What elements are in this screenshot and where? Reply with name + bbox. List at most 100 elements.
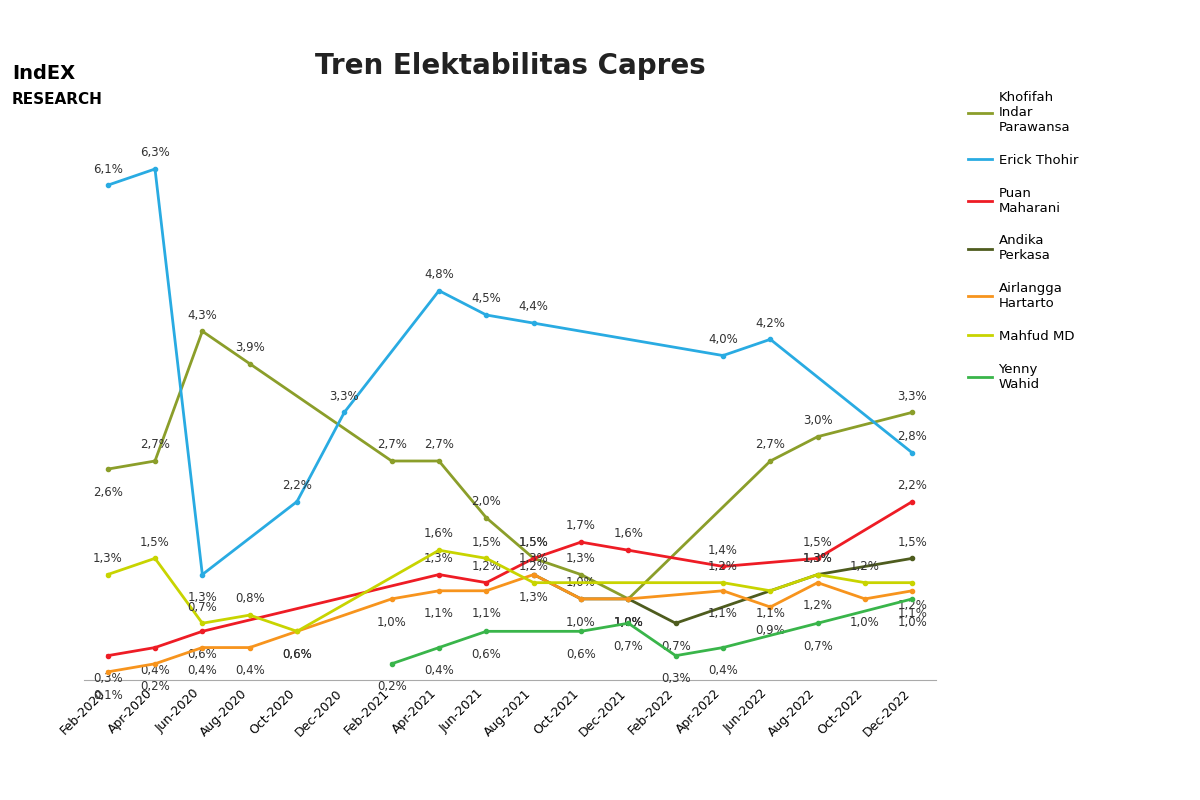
Puan
Maharani	[101, 651, 115, 661]
Text: 0,3%: 0,3%	[92, 672, 122, 686]
Yenny
Wahid	[715, 642, 730, 652]
Text: 4,2%: 4,2%	[755, 317, 785, 330]
Text: 0,2%: 0,2%	[140, 681, 170, 694]
Andika
Perkasa	[574, 594, 588, 604]
Text: 1,7%: 1,7%	[566, 519, 596, 532]
Khofifah
Indar
Parawansa	[384, 456, 398, 466]
Text: 1,0%: 1,0%	[850, 615, 880, 629]
Text: 6,3%: 6,3%	[140, 146, 170, 159]
Text: 1,0%: 1,0%	[566, 615, 596, 629]
Text: 1,3%: 1,3%	[518, 552, 548, 565]
Text: 1,3%: 1,3%	[803, 552, 833, 565]
Text: 1,1%: 1,1%	[472, 607, 502, 621]
Mahfud MD	[148, 554, 162, 563]
Text: 0,6%: 0,6%	[282, 648, 312, 661]
Text: 2,0%: 2,0%	[472, 495, 502, 508]
Text: 1,5%: 1,5%	[803, 536, 833, 549]
Khofifah
Indar
Parawansa	[622, 594, 636, 604]
Yenny
Wahid	[432, 642, 446, 652]
Airlangga
Hartarto	[148, 659, 162, 669]
Airlangga
Hartarto	[290, 626, 305, 636]
Khofifah
Indar
Parawansa	[810, 432, 824, 442]
Text: RESEARCH: RESEARCH	[12, 92, 103, 107]
Text: 1,5%: 1,5%	[472, 536, 502, 549]
Erick Thohir	[763, 334, 778, 344]
Text: 2,7%: 2,7%	[377, 438, 407, 451]
Line: Puan
Maharani: Puan Maharani	[106, 499, 914, 658]
Yenny
Wahid	[810, 618, 824, 628]
Text: 1,0%: 1,0%	[898, 615, 928, 629]
Airlangga
Hartarto	[384, 594, 398, 604]
Erick Thohir	[905, 448, 919, 458]
Khofifah
Indar
Parawansa	[101, 464, 115, 474]
Airlangga
Hartarto	[715, 586, 730, 595]
Text: 2,6%: 2,6%	[92, 486, 122, 498]
Khofifah
Indar
Parawansa	[432, 456, 446, 466]
Puan
Maharani	[196, 626, 210, 636]
Text: 1,1%: 1,1%	[898, 607, 928, 621]
Mahfud MD	[101, 570, 115, 579]
Line: Mahfud MD: Mahfud MD	[106, 548, 914, 634]
Title: Tren Elektabilitas Capres: Tren Elektabilitas Capres	[314, 52, 706, 80]
Text: 0,3%: 0,3%	[661, 672, 690, 686]
Text: 1,2%: 1,2%	[850, 560, 880, 573]
Khofifah
Indar
Parawansa	[527, 554, 541, 563]
Airlangga
Hartarto	[810, 578, 824, 587]
Erick Thohir	[432, 286, 446, 295]
Text: 2,7%: 2,7%	[424, 438, 454, 451]
Yenny
Wahid	[479, 626, 493, 636]
Khofifah
Indar
Parawansa	[242, 359, 257, 369]
Text: 3,9%: 3,9%	[235, 341, 264, 354]
Text: 1,5%: 1,5%	[518, 536, 548, 549]
Mahfud MD	[290, 626, 305, 636]
Line: Erick Thohir: Erick Thohir	[106, 167, 914, 577]
Puan
Maharani	[479, 578, 493, 587]
Text: 1,0%: 1,0%	[377, 615, 407, 629]
Mahfud MD	[905, 578, 919, 587]
Text: 2,7%: 2,7%	[755, 438, 785, 451]
Text: 1,6%: 1,6%	[424, 527, 454, 541]
Mahfud MD	[527, 578, 541, 587]
Text: 0,9%: 0,9%	[756, 624, 785, 637]
Text: 1,4%: 1,4%	[708, 544, 738, 557]
Text: 4,0%: 4,0%	[708, 333, 738, 346]
Yenny
Wahid	[622, 618, 636, 628]
Puan
Maharani	[148, 642, 162, 652]
Khofifah
Indar
Parawansa	[479, 513, 493, 522]
Andika
Perkasa	[668, 618, 683, 628]
Text: 0,4%: 0,4%	[140, 664, 170, 678]
Puan
Maharani	[527, 554, 541, 563]
Airlangga
Hartarto	[242, 642, 257, 652]
Text: 1,0%: 1,0%	[613, 615, 643, 629]
Text: 1,2%: 1,2%	[898, 599, 928, 612]
Text: 1,3%: 1,3%	[566, 552, 596, 565]
Mahfud MD	[196, 618, 210, 628]
Erick Thohir	[337, 407, 352, 417]
Text: 4,4%: 4,4%	[518, 300, 548, 314]
Text: 1,3%: 1,3%	[92, 552, 122, 565]
Erick Thohir	[715, 350, 730, 360]
Mahfud MD	[858, 578, 872, 587]
Text: 3,3%: 3,3%	[898, 390, 928, 402]
Line: Airlangga
Hartarto: Airlangga Hartarto	[106, 573, 914, 674]
Text: 0,7%: 0,7%	[661, 640, 690, 653]
Mahfud MD	[810, 570, 824, 579]
Text: 3,0%: 3,0%	[803, 414, 833, 427]
Mahfud MD	[715, 578, 730, 587]
Text: 1,5%: 1,5%	[140, 536, 170, 549]
Airlangga
Hartarto	[858, 594, 872, 604]
Text: 0,7%: 0,7%	[803, 640, 833, 653]
Puan
Maharani	[905, 497, 919, 506]
Khofifah
Indar
Parawansa	[763, 456, 778, 466]
Text: 1,3%: 1,3%	[518, 591, 548, 604]
Erick Thohir	[290, 497, 305, 506]
Text: 1,0%: 1,0%	[566, 576, 596, 589]
Text: 1,3%: 1,3%	[424, 552, 454, 565]
Airlangga
Hartarto	[432, 586, 446, 595]
Text: 2,8%: 2,8%	[898, 430, 928, 443]
Text: 0,7%: 0,7%	[613, 640, 643, 653]
Puan
Maharani	[622, 546, 636, 555]
Text: 0,2%: 0,2%	[377, 681, 407, 694]
Text: 1,6%: 1,6%	[613, 527, 643, 541]
Text: 0,6%: 0,6%	[282, 648, 312, 661]
